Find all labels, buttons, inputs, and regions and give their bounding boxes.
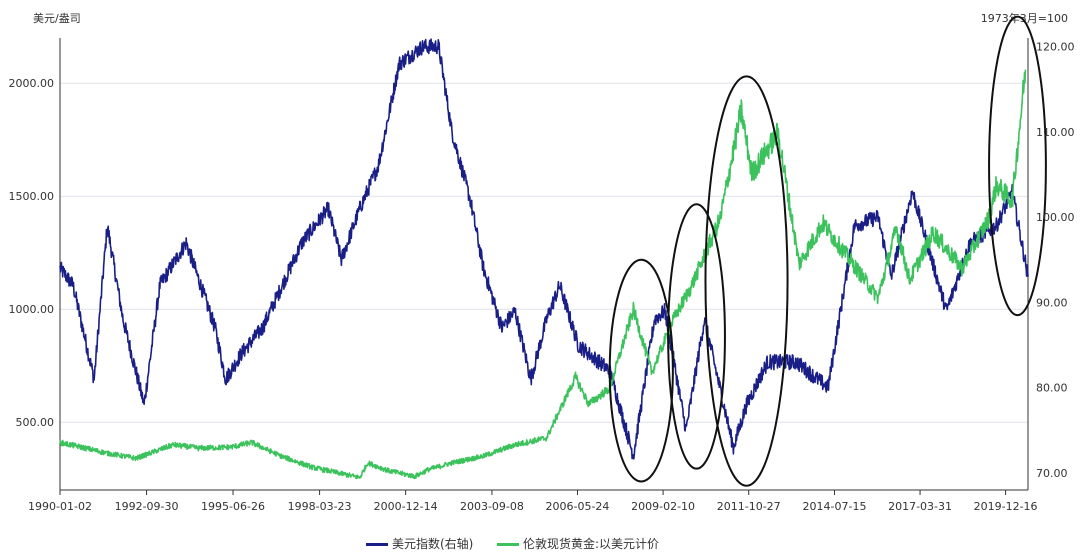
x-tick-label: 2011-10-27: [717, 500, 781, 513]
y-right-tick-label: 120.00: [1036, 41, 1075, 54]
annotation-ellipses: [608, 15, 1047, 487]
legend-item-gold[interactable]: 伦敦现货黄金:以美元计价: [497, 535, 659, 552]
series-lines: [59, 38, 1029, 480]
y-left-tick-label: 2000.00: [9, 77, 55, 90]
series-line-gold: [59, 69, 1027, 480]
legend-swatch-gold: [497, 543, 519, 546]
y-right-tick-label: 110.00: [1036, 126, 1075, 139]
x-tick-label: 2017-03-31: [888, 500, 952, 513]
x-tick-label: 1998-03-23: [288, 500, 352, 513]
x-tick-label: 2003-09-08: [460, 500, 524, 513]
x-tick-label: 2006-05-24: [546, 500, 610, 513]
legend-item-dollar-index[interactable]: 美元指数(右轴): [366, 535, 473, 552]
legend-label-gold: 伦敦现货黄金:以美元计价: [523, 537, 660, 551]
x-tick-label: 1995-06-26: [201, 500, 265, 513]
y-left-tick-label: 1000.00: [9, 303, 55, 316]
right-axis-unit: 1973年3月=100: [980, 12, 1068, 25]
x-tick-label: 2014-07-15: [803, 500, 867, 513]
annotation-ellipse: [988, 15, 1047, 317]
x-tick-label: 1992-09-30: [115, 500, 179, 513]
annotation-ellipse: [704, 75, 789, 487]
grid-lines: [60, 82, 1028, 423]
legend-label-dollar-index: 美元指数(右轴): [392, 537, 474, 551]
x-tick-label: 2019-12-16: [974, 500, 1038, 513]
y-right-tick-label: 70.00: [1036, 467, 1068, 480]
y-right-tick-label: 100.00: [1036, 211, 1075, 224]
series-line-dollar-index: [59, 38, 1029, 460]
x-tick-label: 2000-12-14: [374, 500, 438, 513]
y-right-tick-label: 90.00: [1036, 296, 1068, 309]
x-tick-label: 1990-01-02: [28, 500, 92, 513]
axes: [59, 38, 1029, 495]
legend-swatch-dollar-index: [366, 543, 388, 546]
left-axis-unit: 美元/盎司: [33, 12, 81, 25]
legend: 美元指数(右轴) 伦敦现货黄金:以美元计价: [0, 535, 1080, 551]
tick-labels: 500.00 1000.00 1500.00 2000.00 70.00 80.00 90.…: [9, 41, 1075, 513]
annotation-ellipse: [608, 258, 674, 483]
y-left-tick-label: 500.00: [16, 416, 55, 429]
y-right-tick-label: 80.00: [1036, 382, 1068, 395]
y-left-tick-label: 1500.00: [9, 190, 55, 203]
x-tick-label: 2009-02-10: [631, 500, 695, 513]
annotation-ellipse: [667, 203, 726, 470]
